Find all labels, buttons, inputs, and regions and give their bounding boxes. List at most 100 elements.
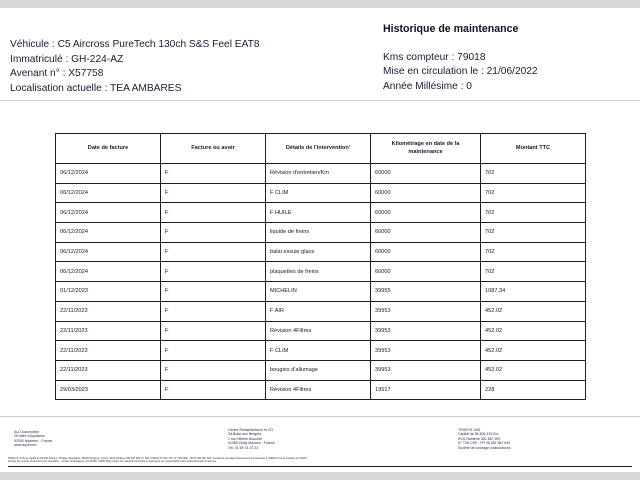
cell-date: 06/12/2024 <box>55 202 161 224</box>
cell-mileage: 60000 <box>370 241 481 263</box>
cell-mileage: 19517 <box>370 379 481 401</box>
footer-center-block: Centre Redistributeurs et VO 2A Butte au… <box>228 428 275 450</box>
cell-intervention-details: MICHELIN <box>265 281 371 302</box>
cell-amount-ttc: 1087.34 <box>480 281 586 302</box>
table-row: 22/11/2023 F F AIR 39953 452.02 <box>55 300 586 322</box>
cell-amount-ttc: 452.02 <box>480 359 586 381</box>
cell-intervention-details: F HUILE <box>265 202 371 224</box>
cell-amount-ttc: 702 <box>480 222 586 243</box>
cell-date: 22/11/2023 <box>55 359 161 381</box>
footer-center-line: Centre Redistributeurs et VO <box>228 428 273 432</box>
table-header-row: Date de facture Facture ou avoir Détails… <box>55 133 586 164</box>
cell-mileage: 39953 <box>370 300 481 322</box>
cell-invoice-type: F <box>160 222 266 243</box>
table-row: 22/11/2023 F Révision 4Filtres 39953 452.02 <box>55 320 586 342</box>
legal-disclaimer: TEMSYS, SAS au capital de 89 606 433 Eur… <box>8 457 632 467</box>
footer-right-line: Société de courtage d'assurances <box>458 445 511 450</box>
cell-mileage: 60000 <box>370 222 481 243</box>
cell-mileage: 60000 <box>370 261 481 283</box>
maintenance-history-table-wrap: Date de facture Facture ou avoir Détails… <box>55 133 586 401</box>
footer-center-phone: Tél. 01 69 74 23 23 <box>228 445 259 450</box>
footer-website-link[interactable]: www.ayvens.fr <box>14 443 37 448</box>
document-page: Véhicule : C5 Aircross PureTech 130ch S&… <box>0 8 640 472</box>
cell-intervention-details: Révision 4Filtres <box>265 379 371 401</box>
document-header: Véhicule : C5 Aircross PureTech 130ch S&… <box>0 8 640 101</box>
footer-right-line: Capital de 89 606 433 Eur <box>458 432 499 437</box>
cell-invoice-type: F <box>160 379 266 401</box>
cell-amount-ttc: 702 <box>480 163 586 184</box>
cell-amount-ttc: 702 <box>480 182 586 204</box>
table-body: 06/12/2024 F Révision d'entretien/Km 60000 7… <box>55 163 586 401</box>
footer-legal-entity-block: TEMSYS SAS Capital de 89 606 433 Eur RCS… <box>458 428 511 450</box>
column-header-intervention-details: Détails de l'intervention' <box>265 133 371 164</box>
cell-invoice-type: F <box>160 320 266 342</box>
maintenance-history-table: Date de facture Facture ou avoir Détails… <box>55 133 586 401</box>
cell-date: 06/12/2024 <box>55 182 161 204</box>
cell-intervention-details: liquide de freins <box>265 222 371 243</box>
cell-invoice-type: F <box>160 163 266 184</box>
maintenance-summary-block: Historique de maintenance Kms compteur :… <box>383 22 538 94</box>
footer-company-block: ALD Automotive 28 Allée d'Aquitaine 9200… <box>14 430 52 448</box>
vehicle-plate-line: Immatriculé : GH-224-AZ <box>10 53 124 65</box>
vehicle-model-line: Véhicule : C5 Aircross PureTech 130ch S&… <box>10 39 260 50</box>
cell-amount-ttc: 452.02 <box>480 300 586 322</box>
cell-date: 06/12/2024 <box>55 222 161 243</box>
cell-mileage: 60000 <box>370 182 481 204</box>
cell-mileage: 60000 <box>370 202 481 224</box>
column-header-mileage: Kilométrage en date de la maintenance <box>370 133 481 164</box>
cell-invoice-type: F <box>160 359 266 381</box>
footer-left-line: 28 Allée d'Aquitaine <box>14 434 45 439</box>
table-row: 22/11/2023 F F CLIM 39953 452.02 <box>55 340 586 361</box>
footer-right-line: RCS Nanterre 351 867 692 <box>458 436 501 441</box>
cell-mileage: 60000 <box>370 163 481 184</box>
cell-mileage: 39955 <box>370 281 481 302</box>
vehicle-location-line: Localisation actuelle : TEA AMBARES <box>10 82 182 94</box>
footer-left-line: ALD Automotive <box>14 430 40 434</box>
cell-invoice-type: F <box>160 281 266 302</box>
cell-intervention-details: balai essuie glace <box>265 241 371 263</box>
cell-invoice-type: F <box>160 300 266 322</box>
model-year-line: Année Millésime : 0 <box>383 80 472 92</box>
cell-date: 06/12/2024 <box>55 261 161 283</box>
cell-date: 06/12/2024 <box>55 241 161 263</box>
cell-amount-ttc: 228 <box>480 379 586 401</box>
cell-intervention-details: F CLIM <box>265 182 371 204</box>
odometer-line: Kms compteur : 79018 <box>383 51 486 63</box>
footer-center-line: 2A Butte aux Bergers <box>228 432 262 437</box>
footer-left-line: 92000 Nanterre - France <box>14 438 53 443</box>
page-title: Historique de maintenance <box>383 23 519 35</box>
cell-intervention-details: F CLIM <box>265 340 371 361</box>
column-header-amount-ttc: Montant TTC <box>480 133 586 164</box>
cell-intervention-details: Révision 4Filtres <box>265 320 371 342</box>
cell-date: 22/11/2023 <box>55 320 161 342</box>
legal-line-2: Société de contrôle prudentiel et de rés… <box>8 460 217 464</box>
cell-intervention-details: plaquettes de freins <box>265 261 371 283</box>
footer-right-line: TEMSYS SAS <box>458 428 481 432</box>
column-header-invoice-type: Facture ou avoir <box>160 133 266 164</box>
table-row: 06/12/2024 F F CLIM 60000 702 <box>55 182 586 204</box>
table-row: 06/12/2024 F Révision d'entretien/Km 60000 7… <box>55 163 586 184</box>
cell-amount-ttc: 452.02 <box>480 320 586 342</box>
cell-date: 22/11/2023 <box>55 300 161 322</box>
cell-date: 01/12/2023 <box>55 281 161 302</box>
footer-right-line: N° TVA CEE : FR 06 351 867 692 <box>458 441 511 446</box>
cell-intervention-details: F AIR <box>265 300 371 322</box>
cell-invoice-type: F <box>160 241 266 263</box>
cell-date: 22/11/2023 <box>55 340 161 361</box>
footer-center-line: 91380 Chilly Mazarin - France <box>228 441 275 446</box>
cell-mileage: 39953 <box>370 320 481 342</box>
cell-date: 06/12/2024 <box>55 163 161 184</box>
cell-invoice-type: F <box>160 261 266 283</box>
cell-mileage: 39953 <box>370 359 481 381</box>
cell-intervention-details: bougies d'allumage <box>265 359 371 381</box>
cell-amount-ttc: 702 <box>480 261 586 283</box>
cell-amount-ttc: 702 <box>480 241 586 263</box>
vehicle-amendment-line: Avenant n° : X57758 <box>10 68 104 79</box>
legal-line-1: TEMSYS, SAS au capital de 89 606 433 Eur… <box>8 457 308 460</box>
column-header-date: Date de facture <box>55 133 161 164</box>
cell-amount-ttc: 452.02 <box>480 340 586 361</box>
table-row: 01/12/2023 F MICHELIN 39955 1087.34 <box>55 281 586 302</box>
